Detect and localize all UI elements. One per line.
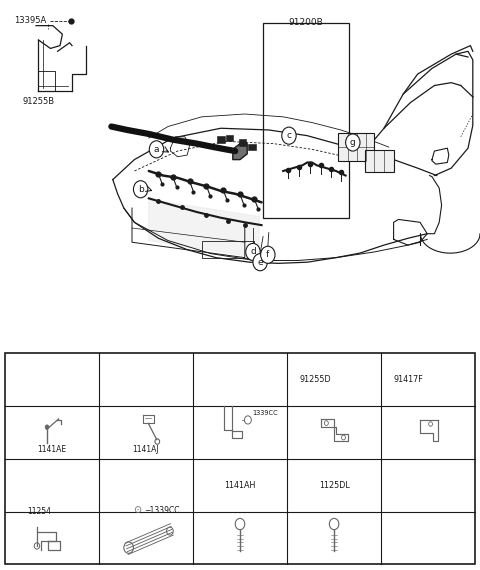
Bar: [338, 133, 374, 161]
Text: 1141AH: 1141AH: [224, 481, 256, 490]
Text: f: f: [36, 481, 39, 490]
Circle shape: [133, 181, 148, 198]
Text: a: a: [35, 375, 40, 384]
Text: 91417F: 91417F: [394, 375, 423, 384]
Text: d: d: [289, 375, 295, 384]
Text: d: d: [250, 247, 256, 256]
Text: 91255D: 91255D: [300, 375, 331, 384]
Bar: [5, 353, 475, 564]
Circle shape: [126, 373, 137, 386]
Text: 1141AJ: 1141AJ: [132, 445, 159, 454]
Polygon shape: [233, 144, 247, 160]
Circle shape: [45, 425, 49, 429]
Circle shape: [287, 373, 297, 386]
Bar: [248, 144, 256, 150]
Text: c: c: [223, 375, 228, 384]
Circle shape: [126, 479, 137, 491]
Text: g: g: [350, 138, 356, 147]
Circle shape: [220, 373, 231, 386]
Bar: [202, 241, 254, 258]
Text: 1141AE: 1141AE: [37, 445, 66, 454]
Bar: [226, 135, 233, 141]
Bar: [239, 139, 246, 146]
Text: 91200B: 91200B: [289, 18, 324, 27]
Circle shape: [149, 141, 164, 158]
Text: ⊙: ⊙: [133, 505, 141, 515]
Text: b: b: [129, 375, 134, 384]
Circle shape: [282, 127, 296, 144]
Polygon shape: [149, 200, 259, 258]
Bar: [263, 23, 349, 218]
Circle shape: [261, 246, 275, 263]
Bar: [365, 150, 394, 172]
Circle shape: [253, 254, 267, 271]
Text: c: c: [287, 131, 291, 140]
Text: e: e: [257, 258, 263, 267]
Text: 1339CC: 1339CC: [252, 410, 277, 416]
Circle shape: [346, 134, 360, 151]
Text: 91255B: 91255B: [23, 97, 54, 106]
Bar: [217, 136, 225, 143]
Circle shape: [32, 479, 43, 491]
Text: 11254: 11254: [27, 507, 51, 516]
Text: 13395A: 13395A: [14, 16, 47, 25]
Text: g: g: [129, 481, 134, 490]
Text: f: f: [266, 250, 269, 259]
Text: ─1339CC: ─1339CC: [145, 506, 180, 515]
Text: 1125DL: 1125DL: [319, 481, 349, 490]
Circle shape: [32, 373, 43, 386]
Text: b: b: [138, 185, 144, 194]
Text: e: e: [384, 375, 388, 384]
Circle shape: [246, 243, 260, 260]
Circle shape: [381, 373, 391, 386]
Text: a: a: [154, 145, 159, 154]
